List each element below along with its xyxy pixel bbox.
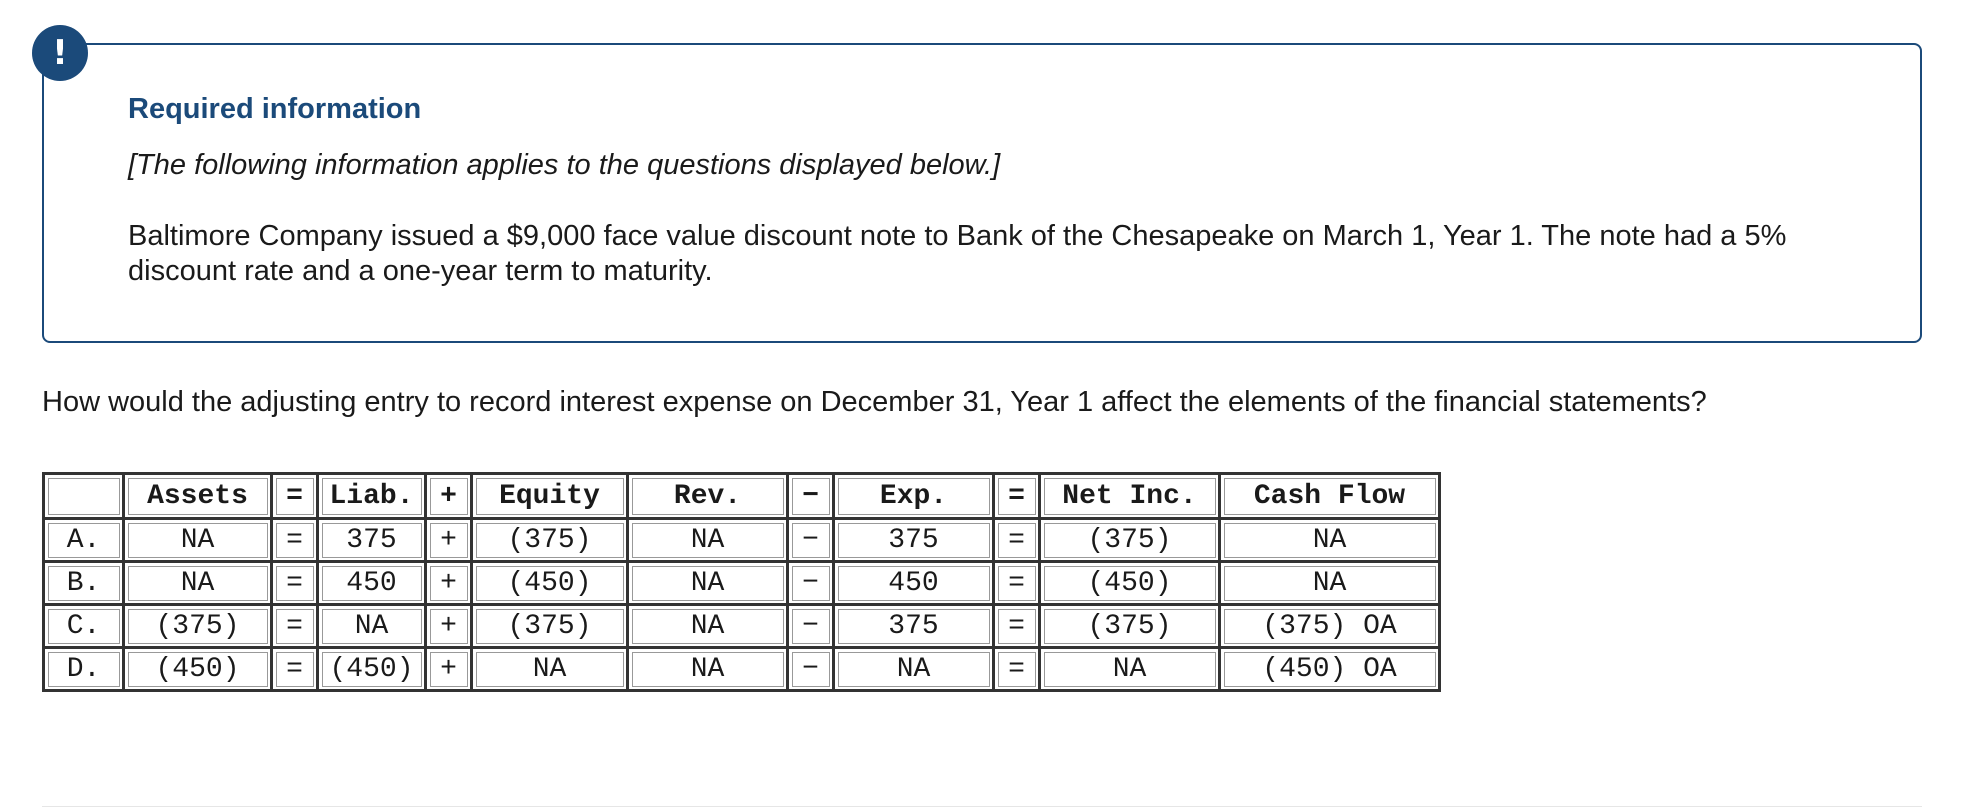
cell-plus: + bbox=[424, 646, 473, 692]
cell-liabilities: 375 bbox=[316, 517, 427, 563]
cell-liabilities: 450 bbox=[316, 560, 427, 606]
cell-plus: + bbox=[424, 560, 473, 606]
cell-assets: NA bbox=[122, 517, 273, 563]
cell-expenses: 450 bbox=[832, 560, 995, 606]
cell-equals: = bbox=[270, 646, 319, 692]
header-liabilities: Liab. bbox=[316, 472, 427, 520]
cell-minus: − bbox=[786, 603, 835, 649]
cell-plus: + bbox=[424, 517, 473, 563]
cell-minus: − bbox=[786, 517, 835, 563]
cell-cash-flow: NA bbox=[1218, 560, 1441, 606]
header-equals-1: = bbox=[270, 472, 319, 520]
cell-liabilities: NA bbox=[316, 603, 427, 649]
cell-expenses: 375 bbox=[832, 517, 995, 563]
table-row: A. NA = 375 + (375) NA − 375 = (375) NA bbox=[42, 517, 1441, 563]
cell-net-income: (450) bbox=[1038, 560, 1221, 606]
cell-assets: (450) bbox=[122, 646, 273, 692]
cell-net-income: (375) bbox=[1038, 603, 1221, 649]
question-text: How would the adjusting entry to record … bbox=[42, 386, 1707, 418]
cell-equals: = bbox=[992, 603, 1041, 649]
cell-equals: = bbox=[992, 646, 1041, 692]
cell-revenue: NA bbox=[626, 603, 789, 649]
header-equals-2: = bbox=[992, 472, 1041, 520]
cell-assets: (375) bbox=[122, 603, 273, 649]
cell-equals: = bbox=[992, 517, 1041, 563]
table-header-row: Assets = Liab. + Equity Rev. − Exp. = Ne… bbox=[42, 472, 1441, 520]
cell-equals: = bbox=[270, 517, 319, 563]
cell-equals: = bbox=[992, 560, 1041, 606]
cell-cash-flow: (450) OA bbox=[1218, 646, 1441, 692]
cell-revenue: NA bbox=[626, 646, 789, 692]
option-label: A. bbox=[42, 517, 125, 563]
header-net-income: Net Inc. bbox=[1038, 472, 1221, 520]
cell-equity: (375) bbox=[470, 517, 629, 563]
cell-net-income: NA bbox=[1038, 646, 1221, 692]
cell-minus: − bbox=[786, 646, 835, 692]
header-cash-flow: Cash Flow bbox=[1218, 472, 1441, 520]
cell-plus: + bbox=[424, 603, 473, 649]
required-information-content: Required information [The following info… bbox=[42, 43, 1922, 343]
cell-net-income: (375) bbox=[1038, 517, 1221, 563]
cell-cash-flow: (375) OA bbox=[1218, 603, 1441, 649]
section-divider bbox=[42, 806, 1922, 807]
cell-revenue: NA bbox=[626, 517, 789, 563]
option-label: C. bbox=[42, 603, 125, 649]
header-revenue: Rev. bbox=[626, 472, 789, 520]
cell-minus: − bbox=[786, 560, 835, 606]
cell-revenue: NA bbox=[626, 560, 789, 606]
table-row: B. NA = 450 + (450) NA − 450 = (450) NA bbox=[42, 560, 1441, 606]
table-row: C. (375) = NA + (375) NA − 375 = (375) (… bbox=[42, 603, 1441, 649]
option-label: D. bbox=[42, 646, 125, 692]
cell-equals: = bbox=[270, 603, 319, 649]
header-option bbox=[42, 472, 125, 520]
cell-liabilities: (450) bbox=[316, 646, 427, 692]
header-minus: − bbox=[786, 472, 835, 520]
cell-assets: NA bbox=[122, 560, 273, 606]
header-plus: + bbox=[424, 472, 473, 520]
header-assets: Assets bbox=[122, 472, 273, 520]
cell-cash-flow: NA bbox=[1218, 517, 1441, 563]
header-expenses: Exp. bbox=[832, 472, 995, 520]
header-equity: Equity bbox=[470, 472, 629, 520]
info-note: [The following information applies to th… bbox=[128, 149, 1001, 181]
table-row: D. (450) = (450) + NA NA − NA = NA (450)… bbox=[42, 646, 1441, 692]
alert-icon: ! bbox=[32, 25, 88, 81]
cell-expenses: NA bbox=[832, 646, 995, 692]
answer-options-table: Assets = Liab. + Equity Rev. − Exp. = Ne… bbox=[42, 472, 1441, 692]
option-label: B. bbox=[42, 560, 125, 606]
info-body: Baltimore Company issued a $9,000 face v… bbox=[128, 220, 1787, 287]
cell-equity: NA bbox=[470, 646, 629, 692]
required-information-panel bbox=[42, 43, 1922, 343]
cell-equals: = bbox=[270, 560, 319, 606]
info-title: Required information bbox=[128, 93, 422, 125]
cell-expenses: 375 bbox=[832, 603, 995, 649]
cell-equity: (450) bbox=[470, 560, 629, 606]
cell-equity: (375) bbox=[470, 603, 629, 649]
